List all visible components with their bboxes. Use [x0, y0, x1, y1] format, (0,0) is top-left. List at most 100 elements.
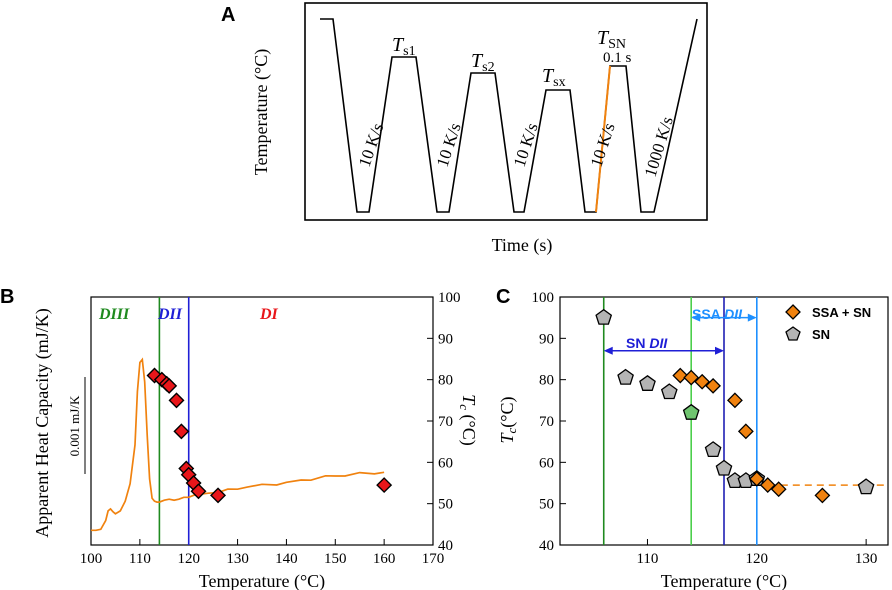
panel-b-letter: B — [0, 286, 14, 308]
plateau-label-tsn: TSN — [597, 27, 626, 52]
legend-ssa-label: SSA + SN — [812, 305, 871, 320]
x-tick-label: 130 — [855, 551, 878, 567]
ssa-marker — [814, 487, 831, 504]
x-tick-label: 150 — [324, 551, 347, 567]
y-tick-label: 90 — [539, 331, 554, 347]
y-tick-label: 100 — [438, 290, 461, 306]
heat-capacity-curve — [91, 357, 385, 532]
panel-c-ylabel: Tc(°C) — [497, 397, 519, 444]
x-tick-label: 140 — [275, 551, 298, 567]
arrow-head-right — [715, 346, 724, 355]
sn-marker — [595, 308, 613, 325]
plateau-label-ts1: Ts1 — [392, 34, 416, 59]
sn-marker — [682, 403, 700, 420]
x-tick-label: 120 — [746, 551, 769, 567]
legend: SSA + SN SN — [785, 304, 871, 342]
panel-b-frame — [90, 296, 434, 546]
y-tick-label: 100 — [532, 290, 555, 306]
scale-bar-label: 0.001 mJ/K — [67, 395, 82, 456]
y-tick-label: 50 — [539, 497, 554, 513]
rate-label-1: 10 K/s — [355, 121, 388, 170]
panel-b-right-ylabel: Tc (°C) — [457, 394, 479, 446]
ssa-marker — [748, 470, 765, 487]
rate-label-5: 1000 K/s — [641, 114, 677, 179]
panel-c-y-ticks: 40 50 60 70 80 90 100 — [532, 290, 566, 554]
y-tick-label: 70 — [539, 414, 554, 430]
sn-marker — [704, 441, 722, 458]
panel-b: B 100 110 120 130 140 150 160 170 40 50 60 70 80 90 1… — [0, 286, 479, 590]
ssa-marker — [705, 377, 721, 394]
tc-marker — [376, 477, 393, 494]
arrow-head-left — [691, 313, 701, 322]
ssa-marker — [737, 423, 754, 440]
ssa-marker — [683, 369, 700, 386]
sn-marker — [715, 459, 733, 476]
panel-b-xlabel: Temperature (°C) — [199, 571, 325, 590]
panel-c-series — [595, 308, 875, 504]
ssa-dii-label: SSA DII — [692, 306, 743, 322]
legend-ssa-marker — [785, 304, 801, 320]
y-tick-label: 80 — [539, 373, 554, 389]
panel-a-letter: A — [221, 4, 235, 26]
panel-c-arrows — [603, 313, 757, 355]
panel-b-tc-markers — [146, 367, 393, 504]
tc-marker — [161, 377, 178, 394]
panel-c-x-ticks: 110 120 130 — [636, 539, 877, 567]
y-tick-label: 40 — [438, 538, 453, 554]
arrow-head-right — [747, 313, 757, 322]
sn-dii-label: SN DII — [626, 335, 668, 351]
ssa-marker — [727, 392, 743, 409]
region-label-dii: DII — [157, 306, 183, 323]
sn-marker — [617, 368, 634, 385]
panel-c-xlabel: Temperature (°C) — [661, 571, 787, 590]
tc-marker — [190, 483, 207, 500]
x-tick-label: 130 — [226, 551, 249, 567]
panel-b-x-ticks: 100 110 120 130 140 150 160 170 — [80, 539, 445, 567]
x-tick-label: 160 — [373, 551, 396, 567]
panel-b-region-lines — [158, 297, 190, 545]
y-tick-label: 50 — [438, 497, 453, 513]
region-label-diii: DIII — [98, 306, 130, 323]
panel-c-region-lines — [602, 297, 758, 545]
legend-sn-marker — [785, 326, 801, 341]
x-tick-label: 110 — [129, 551, 151, 567]
tc-marker — [210, 487, 227, 504]
panel-b-left-ylabel: Apparent Heat Capacity (mJ/K) — [32, 308, 53, 537]
y-tick-label: 40 — [539, 538, 554, 554]
y-tick-label: 90 — [438, 331, 453, 347]
panel-b-right-y-ticks: 40 50 60 70 80 90 100 — [427, 290, 461, 554]
arrow-head-left — [603, 346, 613, 355]
x-tick-label: 170 — [422, 551, 445, 567]
rate-label-4: 10 K/s — [587, 121, 619, 170]
y-tick-label: 70 — [438, 414, 453, 430]
x-tick-label: 100 — [80, 551, 103, 567]
plateau-label-tsx: Tsx — [542, 65, 566, 90]
panel-c-letter: C — [496, 286, 510, 308]
plateau-label-ts2: Ts2 — [471, 50, 495, 75]
panel-a-ylabel: Temperature (°C) — [251, 49, 272, 175]
legend-sn-label: SN — [812, 327, 830, 342]
panel-a-frame — [304, 2, 708, 221]
sn-marker — [660, 383, 678, 400]
panel-a: A 10 K/s 10 K/s 10 K/s 10 K/s 1000 K/s T… — [221, 2, 708, 256]
tc-marker — [173, 423, 190, 440]
sn-marker — [857, 478, 875, 495]
ssa-marker — [759, 477, 776, 493]
ssa-marker — [770, 481, 787, 498]
y-tick-label: 60 — [438, 455, 453, 471]
tc-marker — [168, 392, 185, 409]
hold-time-label: 0.1 s — [603, 50, 632, 66]
ssa-marker — [672, 367, 689, 384]
sn-marker — [639, 374, 656, 391]
ssa-marker — [694, 373, 711, 390]
x-tick-label: 110 — [636, 551, 658, 567]
panel-c: C 110 120 130 40 50 60 70 80 90 100 SN DII SSA D… — [496, 286, 889, 590]
panel-a-xlabel: Time (s) — [492, 235, 553, 256]
heating-to-tsn-line — [595, 65, 611, 213]
x-tick-label: 120 — [177, 551, 200, 567]
temperature-profile-line — [320, 18, 698, 213]
y-tick-label: 60 — [539, 455, 554, 471]
region-label-di: DI — [259, 306, 279, 323]
y-tick-label: 80 — [438, 373, 453, 389]
